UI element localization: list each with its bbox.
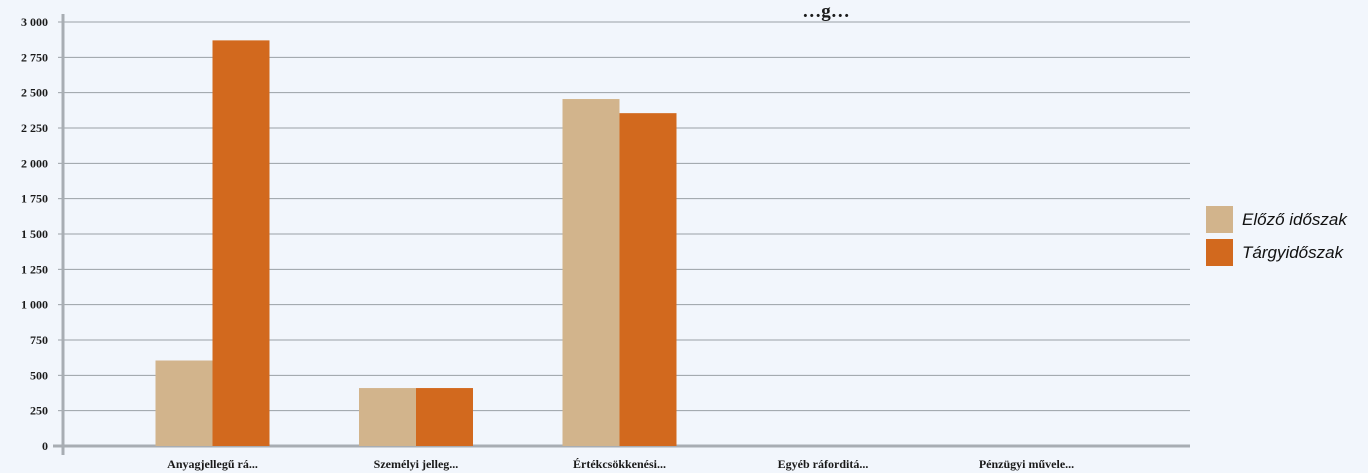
y-tick-label: 1 500 xyxy=(21,227,48,241)
x-tick-label: Egyéb ráforditá... xyxy=(778,457,869,471)
y-tick-label: 2 500 xyxy=(21,86,48,100)
legend-swatch-current xyxy=(1206,239,1233,266)
y-tick-label: 2 000 xyxy=(21,156,48,170)
chart-title: …g… xyxy=(802,1,850,22)
bar-previous[interactable] xyxy=(562,99,620,446)
y-tick-label: 2 250 xyxy=(21,121,48,135)
x-tick-label: Személyi jelleg... xyxy=(374,457,459,471)
bars xyxy=(155,40,677,447)
y-tick-label: 3 000 xyxy=(21,15,48,29)
x-tick-label: Értékcsökkenési... xyxy=(573,457,666,471)
y-tick-label: 2 750 xyxy=(21,50,48,64)
legend: Előző időszak Tárgyidőszak xyxy=(1206,203,1347,269)
bar-current[interactable] xyxy=(619,113,677,446)
y-tick-label: 1 000 xyxy=(21,298,48,312)
y-tick-label: 750 xyxy=(30,333,48,347)
legend-label-previous: Előző időszak xyxy=(1242,209,1347,229)
bar-current[interactable] xyxy=(416,388,473,446)
y-tick-label: 0 xyxy=(42,439,48,453)
bar-current[interactable] xyxy=(212,40,270,447)
bar-previous[interactable] xyxy=(359,388,416,446)
x-tick-label: Pénzügyi művele... xyxy=(979,457,1074,471)
x-tick-label: Anyagjellegű rá... xyxy=(167,457,258,471)
legend-item-previous[interactable]: Előző időszak xyxy=(1206,203,1347,236)
y-tick-labels: 0 250 500 750 1 000 1 250 1 500 1 750 2 000 2 250… xyxy=(21,15,48,453)
legend-swatch-previous xyxy=(1206,206,1233,233)
y-tick-label: 250 xyxy=(30,404,48,418)
legend-label-current: Tárgyidőszak xyxy=(1242,242,1344,262)
y-tick-label: 1 250 xyxy=(21,262,48,276)
bar-previous[interactable] xyxy=(155,360,213,446)
x-tick-labels: Anyagjellegű rá... Személyi jelleg... Érté… xyxy=(167,457,1074,471)
legend-item-current[interactable]: Tárgyidőszak xyxy=(1206,236,1347,269)
y-tick-label: 1 750 xyxy=(21,192,48,206)
bar-chart: 0 250 500 750 1 000 1 250 1 500 1 750 2 000 2 250… xyxy=(21,1,1190,471)
y-tick-label: 500 xyxy=(30,368,48,382)
